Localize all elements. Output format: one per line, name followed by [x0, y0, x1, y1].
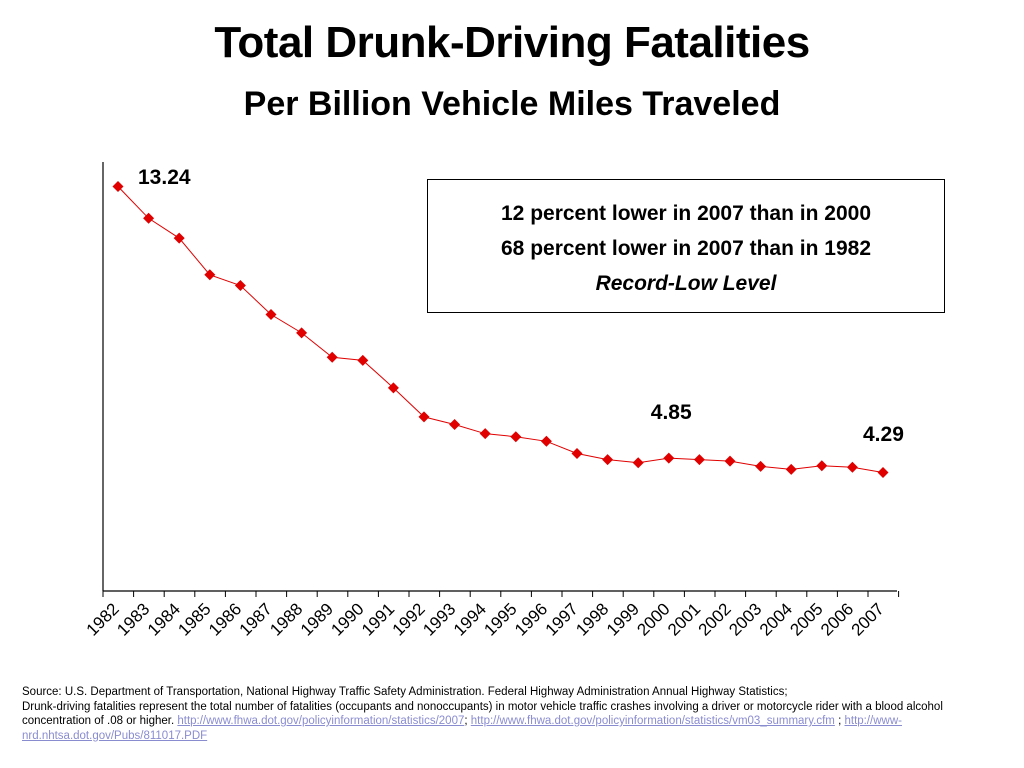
- footnote-definition: Drunk-driving fatalities represent the t…: [22, 700, 943, 728]
- data-point-marker: [663, 452, 675, 464]
- x-tick-label: 1986: [205, 599, 245, 639]
- data-point-marker: [724, 455, 736, 467]
- x-tick-label: 2005: [786, 599, 826, 639]
- data-point-marker: [296, 327, 308, 339]
- chart-subtitle: Per Billion Vehicle Miles Traveled: [243, 85, 781, 123]
- callout-line-2: 68 percent lower in 2007 than in 1982: [501, 237, 871, 260]
- x-tick-labels: 1982198319841985198619871988198919901991…: [83, 599, 888, 639]
- data-point-marker: [173, 232, 185, 244]
- data-point-marker: [234, 280, 246, 291]
- data-point-marker: [479, 428, 491, 440]
- data-point-marker: [632, 457, 644, 469]
- chart-series: [112, 181, 889, 478]
- x-tick-label: 1985: [174, 599, 214, 639]
- callout-box: 12 percent lower in 2007 than in 2000 68…: [427, 179, 945, 313]
- data-point-marker: [755, 460, 767, 472]
- data-point-marker: [877, 466, 889, 478]
- data-point-marker: [449, 419, 461, 431]
- data-annotations: 13.24 4.85 4.29: [138, 166, 904, 446]
- data-point-marker: [540, 435, 552, 447]
- footnote-link-nhtsa[interactable]: http://www-nrd.nhtsa.dot.gov/Pubs/811017…: [22, 715, 902, 742]
- source-footnote: Source: U.S. Department of Transportatio…: [22, 686, 943, 742]
- data-point-marker: [693, 454, 705, 466]
- x-tick-label: 2002: [695, 599, 735, 639]
- data-point-marker: [510, 431, 522, 443]
- x-tick-label: 1984: [144, 599, 184, 639]
- data-point-marker: [143, 212, 155, 224]
- x-tick-label: 1994: [450, 599, 490, 639]
- data-point-marker: [571, 448, 583, 460]
- x-tick-label: 1992: [389, 599, 429, 639]
- line-chart: 1982198319841985198619871988198919901991…: [83, 162, 904, 640]
- footnote-source: Source: U.S. Department of Transportatio…: [22, 686, 788, 698]
- data-point-marker: [204, 269, 216, 281]
- footnote-link-fhwa-vm03[interactable]: http://www.fhwa.dot.gov/policyinformatio…: [470, 715, 835, 727]
- data-point-marker: [816, 460, 828, 472]
- x-tick-label: 1998: [572, 599, 612, 639]
- x-tick-label: 1987: [236, 599, 276, 639]
- data-label: 4.85: [651, 401, 692, 424]
- x-tick-label: 2006: [817, 599, 857, 639]
- data-point-marker: [387, 382, 399, 394]
- x-tick-label: 2000: [633, 599, 673, 639]
- x-tick-label: 1988: [266, 599, 306, 639]
- x-tick-label: 2001: [664, 599, 704, 639]
- x-tick-label: 1982: [83, 599, 123, 639]
- callout-line-3: Record-Low Level: [595, 272, 777, 295]
- footnote-link-fhwa-2007[interactable]: http://www.fhwa.dot.gov/policyinformatio…: [177, 715, 465, 727]
- data-point-marker: [357, 354, 369, 366]
- chart-title: Total Drunk-Driving Fatalities: [214, 18, 810, 67]
- x-tick-label: 1989: [297, 599, 337, 639]
- x-tick-label: 1996: [511, 599, 551, 639]
- callout-line-1: 12 percent lower in 2007 than in 2000: [501, 202, 871, 225]
- x-tick-label: 1983: [113, 599, 153, 639]
- chart-axes: [102, 162, 900, 597]
- x-tick-label: 2004: [756, 599, 796, 639]
- data-point-marker: [112, 181, 124, 193]
- data-point-marker: [326, 351, 338, 363]
- data-label: 4.29: [863, 423, 904, 446]
- series-line: [117, 186, 884, 473]
- data-label: 13.24: [138, 166, 191, 189]
- data-point-marker: [785, 463, 797, 475]
- x-tick-label: 1997: [542, 599, 582, 639]
- data-point-marker: [846, 461, 858, 473]
- x-tick-label: 2007: [848, 599, 888, 639]
- x-tick-label: 1995: [480, 599, 520, 639]
- x-tick-label: 1991: [358, 599, 398, 639]
- data-point-marker: [418, 411, 430, 423]
- data-point-marker: [265, 309, 277, 321]
- data-point-marker: [602, 454, 614, 466]
- x-tick-label: 1993: [419, 599, 459, 639]
- x-tick-label: 2003: [725, 599, 765, 639]
- x-tick-label: 1990: [327, 599, 367, 639]
- x-tick-label: 1999: [603, 599, 643, 639]
